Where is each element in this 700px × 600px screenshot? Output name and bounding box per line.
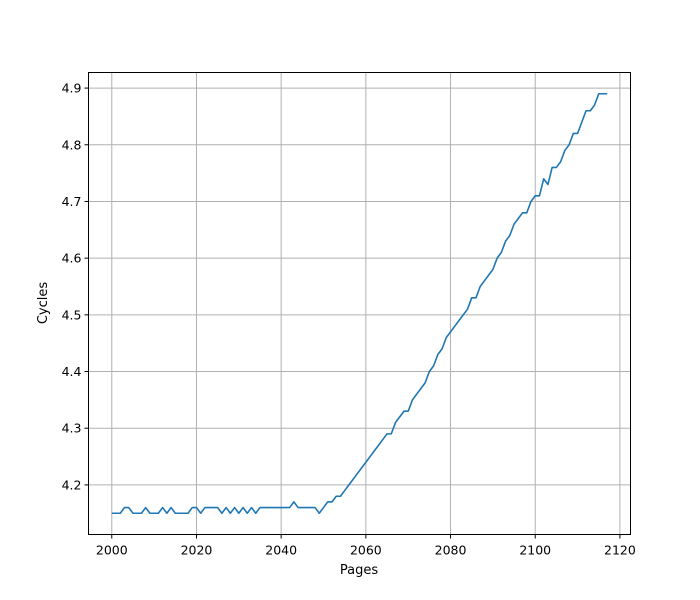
plot-frame [88,72,631,535]
y-tick-label: 4.5 [62,307,82,322]
x-tick-label: 2080 [435,543,467,558]
x-tick-label: 2020 [181,543,213,558]
x-tick-label: 2060 [350,543,382,558]
y-axis: 4.2 4.3 4.4 4.5 4.6 4.7 4.8 4.9 [62,81,89,492]
grid [88,72,631,535]
y-tick-label: 4.9 [62,81,82,96]
x-tick-label: 2000 [96,543,128,558]
y-tick-label: 4.4 [62,364,82,379]
y-tick-label: 4.3 [62,421,82,436]
x-axis-label: Pages [340,563,378,578]
y-axis-label: Cycles [36,282,51,325]
series-layer [111,92,608,515]
x-tick-label: 2040 [265,543,297,558]
y-tick-label: 4.6 [62,251,82,266]
x-tick-label: 2100 [519,543,551,558]
series-line-0 [111,92,608,515]
y-tick-label: 4.7 [62,194,82,209]
y-tick-label: 4.2 [62,477,82,492]
x-axis: 2000 2020 2040 2060 2080 2100 2120 [96,534,636,558]
x-tick-label: 2120 [604,543,636,558]
y-tick-label: 4.8 [62,137,82,152]
